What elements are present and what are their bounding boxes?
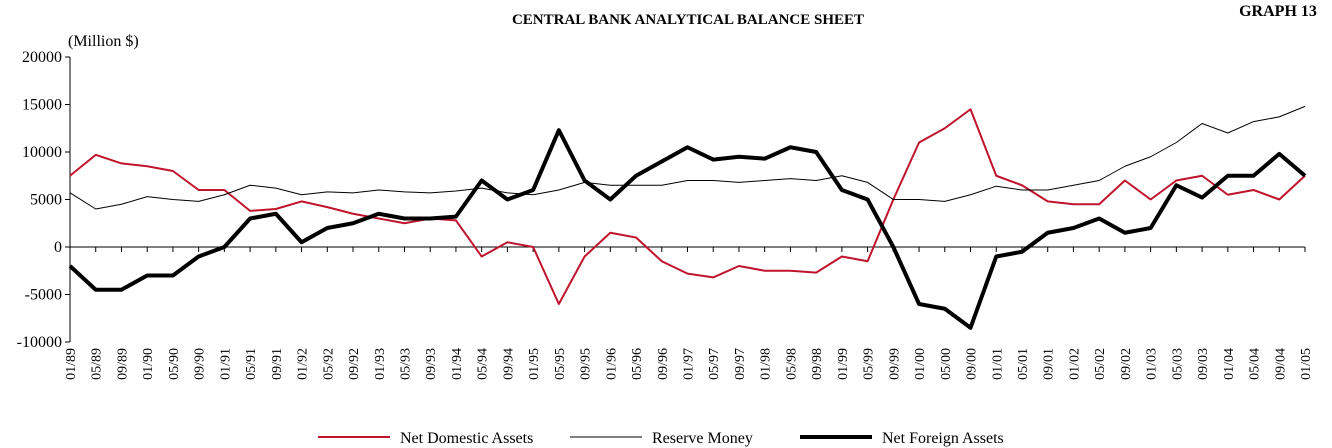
x-tick-label: 09/89 <box>115 348 130 380</box>
x-tick-label: 01/04 <box>1222 348 1237 380</box>
x-tick-label: 01/03 <box>1145 348 1160 380</box>
x-tick-label: 05/98 <box>784 348 799 380</box>
legend-label: Net Foreign Assets <box>882 430 1004 447</box>
series-line <box>68 128 1307 330</box>
x-tick-label: 05/94 <box>476 348 491 380</box>
x-tick-label: 05/96 <box>630 348 645 380</box>
x-tick-label: 01/05 <box>1299 348 1314 380</box>
x-tick-label: 09/90 <box>193 348 208 380</box>
x-tick-label: 01/02 <box>1067 348 1082 380</box>
x-tick-label: 01/93 <box>373 348 388 380</box>
y-tick-label: 0 <box>54 239 62 256</box>
x-tick-label: 05/95 <box>553 348 568 380</box>
x-tick-label: 05/90 <box>167 348 182 380</box>
series-line <box>69 108 1306 305</box>
legend-label: Net Domestic Assets <box>400 430 533 447</box>
x-tick-label: 05/99 <box>862 348 877 380</box>
x-tick-label: 09/94 <box>501 348 516 380</box>
x-tick-label: 01/91 <box>218 348 233 380</box>
y-tick-label: -10000 <box>17 334 62 351</box>
x-tick-label: 01/90 <box>141 348 156 380</box>
x-tick-label: 09/92 <box>347 348 362 380</box>
y-tick-label: -5000 <box>25 287 62 304</box>
y-tick-label: 10000 <box>22 144 62 161</box>
legend-label: Reserve Money <box>652 430 753 447</box>
x-tick-label: 09/91 <box>270 348 285 380</box>
x-tick-label: 01/92 <box>296 348 311 380</box>
x-tick-label: 09/97 <box>733 348 748 380</box>
x-tick-label: 05/97 <box>707 348 722 380</box>
x-tick-label: 01/97 <box>682 348 697 380</box>
y-axis-label: (Million $) <box>68 33 139 50</box>
y-tick-label: 5000 <box>30 192 62 209</box>
x-tick-label: 05/01 <box>1016 348 1031 380</box>
x-tick-label: 09/00 <box>965 348 980 380</box>
x-tick-label: 01/94 <box>450 348 465 380</box>
x-tick-label: 05/02 <box>1093 348 1108 380</box>
series-line <box>69 105 1306 210</box>
x-tick-label: 01/01 <box>990 348 1005 380</box>
y-tick-label: 20000 <box>22 49 62 66</box>
x-tick-label: 09/02 <box>1119 348 1134 380</box>
x-tick-label: 01/96 <box>604 348 619 380</box>
x-tick-label: 09/04 <box>1273 348 1288 380</box>
x-tick-label: 09/98 <box>810 348 825 380</box>
x-tick-label: 05/91 <box>244 348 259 380</box>
x-tick-label: 05/89 <box>90 348 105 380</box>
x-tick-label: 05/03 <box>1170 348 1185 380</box>
x-tick-label: 05/00 <box>939 348 954 380</box>
x-tick-label: 01/89 <box>64 348 79 380</box>
x-tick-label: 05/04 <box>1248 348 1263 380</box>
x-tick-label: 01/98 <box>759 348 774 380</box>
x-tick-label: 01/99 <box>836 348 851 380</box>
x-tick-label: 09/01 <box>1042 348 1057 380</box>
x-tick-label: 09/93 <box>424 348 439 380</box>
x-tick-label: 09/03 <box>1196 348 1211 380</box>
chart-subtitle: GRAPH 13 <box>1239 3 1317 20</box>
x-tick-label: 09/99 <box>887 348 902 380</box>
x-tick-label: 01/00 <box>913 348 928 380</box>
x-tick-label: 09/95 <box>579 348 594 380</box>
x-tick-label: 09/96 <box>656 348 671 380</box>
x-tick-label: 01/95 <box>527 348 542 380</box>
x-tick-label: 05/93 <box>398 348 413 380</box>
y-tick-label: 15000 <box>22 97 62 114</box>
chart-title: CENTRAL BANK ANALYTICAL BALANCE SHEET <box>512 12 864 28</box>
x-tick-label: 05/92 <box>321 348 336 380</box>
